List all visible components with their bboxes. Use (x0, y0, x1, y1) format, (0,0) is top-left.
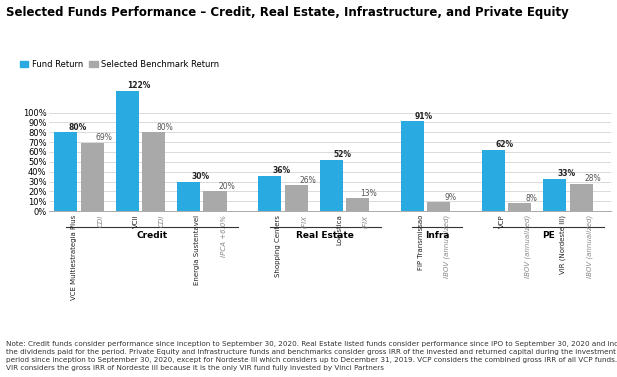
Text: VIR (Nordeste III): VIR (Nordeste III) (560, 215, 566, 274)
Text: PE: PE (542, 231, 555, 240)
Text: 52%: 52% (334, 150, 352, 159)
Text: Energia Sustentavel: Energia Sustentavel (194, 215, 200, 285)
Bar (284, 185, 308, 211)
Text: 36%: 36% (272, 166, 291, 175)
Bar (400, 121, 424, 211)
Bar (569, 184, 593, 211)
Bar (508, 203, 531, 211)
Text: Shopping Centers: Shopping Centers (275, 215, 281, 277)
Bar (320, 160, 342, 211)
Text: Infra: Infra (424, 231, 449, 240)
Text: IBOV (annualized): IBOV (annualized) (586, 215, 593, 278)
Bar (204, 192, 226, 211)
Text: 13%: 13% (361, 188, 378, 198)
Text: IFIX: IFIX (302, 215, 308, 228)
Text: CDI: CDI (97, 215, 104, 227)
Text: IPCA +6.0%: IPCA +6.0% (220, 215, 226, 257)
Legend: Fund Return, Selected Benchmark Return: Fund Return, Selected Benchmark Return (20, 60, 219, 69)
Text: VCP: VCP (499, 215, 505, 228)
Bar (346, 198, 369, 211)
Text: 26%: 26% (299, 176, 316, 185)
Bar (427, 202, 450, 211)
Text: 28%: 28% (584, 174, 601, 183)
Text: 20%: 20% (218, 182, 235, 191)
Bar (81, 143, 104, 211)
Text: 33%: 33% (557, 169, 576, 178)
Text: IFIX: IFIX (363, 215, 369, 228)
Text: 91%: 91% (415, 112, 433, 121)
Bar (177, 182, 200, 211)
Text: FIP Transmissao: FIP Transmissao (418, 215, 424, 270)
Text: VCII: VCII (133, 215, 139, 228)
Text: 69%: 69% (96, 133, 112, 143)
Text: Credit: Credit (136, 231, 168, 240)
Bar (142, 132, 165, 211)
Text: IBOV (annualized): IBOV (annualized) (444, 215, 450, 278)
Text: VCE Multiestrategia Plus: VCE Multiestrategia Plus (72, 215, 77, 300)
Text: Logistica: Logistica (337, 215, 342, 245)
Bar (258, 176, 281, 211)
Text: Note: Credit funds consider performance since inception to September 30, 2020. R: Note: Credit funds consider performance … (6, 341, 617, 371)
Text: 80%: 80% (157, 123, 173, 132)
Text: 9%: 9% (444, 193, 456, 202)
Text: 8%: 8% (526, 193, 537, 202)
Bar (482, 150, 505, 211)
Text: CDI: CDI (159, 215, 165, 227)
Bar (115, 91, 139, 211)
Text: Selected Funds Performance – Credit, Real Estate, Infrastructure, and Private Eq: Selected Funds Performance – Credit, Rea… (6, 6, 569, 18)
Text: IBOV (annualized): IBOV (annualized) (525, 215, 531, 278)
Text: 80%: 80% (68, 123, 86, 132)
Text: 122%: 122% (127, 81, 151, 90)
Text: 62%: 62% (496, 140, 514, 149)
Bar (54, 132, 77, 211)
Text: Real Estate: Real Estate (296, 231, 354, 240)
Text: 30%: 30% (191, 172, 209, 181)
Bar (543, 179, 566, 211)
